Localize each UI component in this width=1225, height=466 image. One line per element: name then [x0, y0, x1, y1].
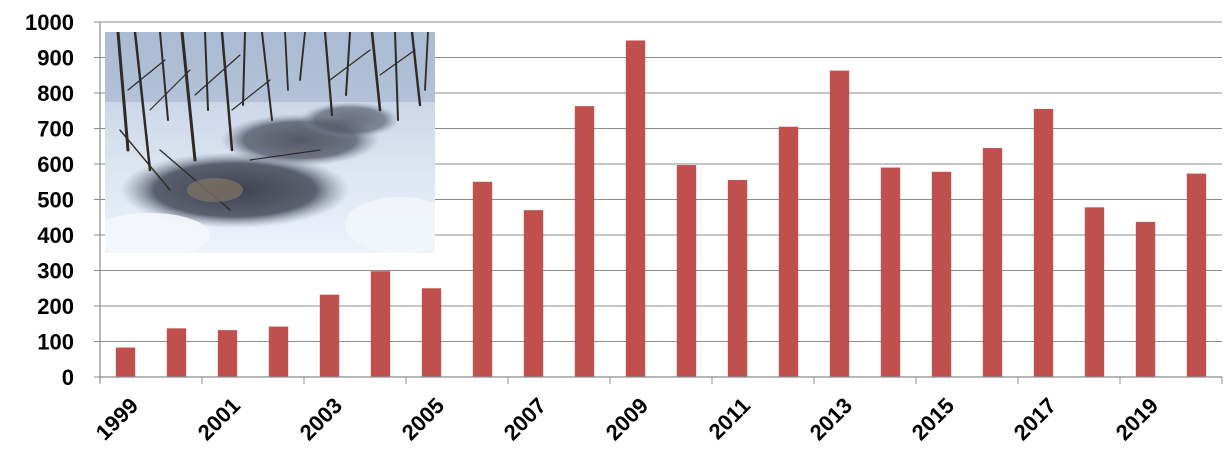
- y-tick-label: 1000: [25, 10, 74, 35]
- x-tick-label: 2017: [1009, 393, 1061, 445]
- axes: [94, 21, 1223, 384]
- bars: [115, 40, 1207, 378]
- bar: [523, 210, 544, 377]
- y-tick-label: 500: [37, 188, 74, 213]
- bar: [931, 171, 952, 377]
- x-tick-label: 2019: [1111, 393, 1163, 445]
- y-tick-label: 600: [37, 152, 74, 177]
- x-tick-label: 2013: [805, 393, 857, 445]
- bar: [676, 165, 697, 377]
- bar: [574, 106, 595, 377]
- x-tick-label: 2009: [601, 393, 653, 445]
- bar: [1186, 173, 1207, 377]
- bar: [217, 330, 238, 377]
- y-tick-labels: 0 100 200 300 400 500 600 700 800 900 1000: [25, 10, 74, 390]
- bar: [166, 328, 187, 377]
- bar: [1135, 221, 1156, 377]
- x-tick-label: 1999: [91, 393, 143, 445]
- x-tick-label: 2011: [704, 393, 755, 444]
- bar: [1033, 108, 1054, 377]
- y-tick-label: 700: [37, 117, 74, 142]
- bar: [268, 326, 289, 377]
- y-tick-label: 400: [37, 223, 74, 248]
- bar: [421, 288, 442, 377]
- y-tick-label: 200: [37, 294, 74, 319]
- bar: [829, 70, 850, 377]
- bar: [115, 347, 136, 377]
- x-tick-labels: 1999 2001 2003 2005 2007 2009 2011 2013 2015 2017…: [91, 393, 1163, 445]
- bar: [727, 179, 748, 377]
- bar: [880, 167, 901, 377]
- bar: [370, 271, 391, 377]
- bar: [982, 148, 1003, 377]
- x-tick-label: 2007: [499, 393, 551, 445]
- x-tick-label: 2015: [907, 393, 959, 445]
- y-tick-label: 0: [62, 365, 74, 390]
- snowy-forest-photo: [105, 32, 435, 253]
- x-tick-label: 2003: [295, 393, 347, 445]
- x-tick-label: 2005: [397, 393, 449, 445]
- y-tick-label: 900: [37, 46, 74, 71]
- y-tick-label: 100: [37, 330, 74, 355]
- bar: [319, 294, 340, 377]
- y-tick-label: 800: [37, 81, 74, 106]
- bar: [1084, 207, 1105, 377]
- bar: [472, 181, 493, 377]
- y-tick-label: 300: [37, 259, 74, 284]
- bar: [625, 40, 646, 378]
- bar: [778, 126, 799, 377]
- x-tick-label: 2001: [193, 393, 245, 445]
